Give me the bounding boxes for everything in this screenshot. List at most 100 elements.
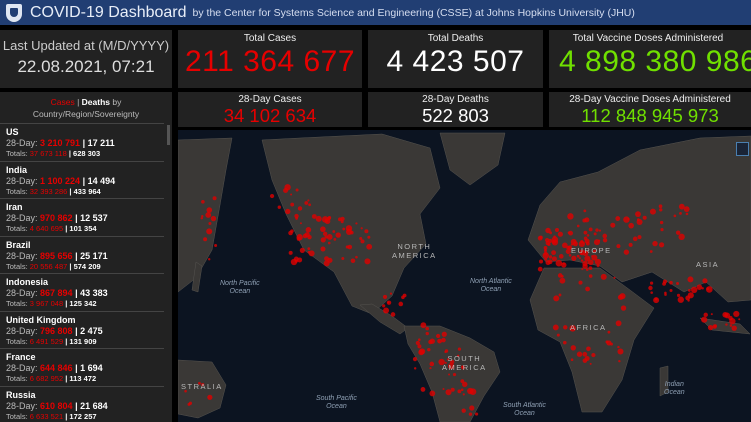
case-dot[interactable] [350,258,356,264]
legend-toggle-button[interactable] [736,142,749,156]
case-dot[interactable] [457,347,462,351]
case-dot[interactable] [462,381,468,388]
case-dot[interactable] [729,324,733,327]
case-dot[interactable] [660,228,664,232]
case-dot[interactable] [425,326,429,331]
case-dot[interactable] [706,286,713,293]
case-dot[interactable] [544,257,548,261]
case-dot[interactable] [636,218,640,221]
case-dot[interactable] [364,229,369,234]
case-dot[interactable] [324,235,328,239]
case-dot[interactable] [346,228,353,235]
case-dot[interactable] [585,268,589,271]
case-dot[interactable] [333,237,337,241]
case-dot[interactable] [308,250,315,257]
case-dot[interactable] [669,280,673,285]
case-dot[interactable] [649,281,654,285]
case-dot[interactable] [615,216,621,221]
case-dot[interactable] [304,201,309,205]
case-dot[interactable] [617,294,624,300]
case-dot[interactable] [214,243,218,247]
case-dot[interactable] [382,294,388,300]
case-dot[interactable] [547,242,551,247]
case-dot[interactable] [436,333,441,339]
case-dot[interactable] [585,286,590,292]
case-dot[interactable] [567,231,571,234]
case-dot[interactable] [617,345,620,349]
case-dot[interactable] [429,366,432,370]
case-dot[interactable] [290,202,295,207]
case-dot[interactable] [649,250,653,253]
case-dot[interactable] [437,338,443,344]
case-dot[interactable] [320,237,326,243]
case-dot[interactable] [203,237,208,242]
case-dot[interactable] [417,344,422,349]
case-dot[interactable] [389,292,393,295]
case-dot[interactable] [552,324,559,331]
case-dot[interactable] [367,235,371,239]
case-dot[interactable] [205,212,212,218]
case-dot[interactable] [738,318,741,321]
case-dot[interactable] [570,345,576,351]
country-list-item[interactable]: Brazil 28-Day: 895 656 | 25 171 Totals: … [0,235,164,274]
case-dot[interactable] [642,215,647,220]
case-dot[interactable] [627,217,630,221]
case-dot[interactable] [586,346,591,352]
case-dot[interactable] [617,348,624,355]
case-dot[interactable] [460,388,464,392]
case-dot[interactable] [420,387,426,392]
case-dot[interactable] [345,245,349,249]
case-dot[interactable] [559,277,566,284]
case-dot[interactable] [582,263,588,269]
case-dot[interactable] [710,313,713,316]
country-list-item[interactable]: United Kingdom 28-Day: 796 808 | 2 475 T… [0,310,164,349]
case-dot[interactable] [208,222,212,226]
case-dot[interactable] [578,280,583,285]
case-dot[interactable] [652,240,658,247]
case-dot[interactable] [576,224,580,228]
case-dot[interactable] [340,220,344,224]
case-dot[interactable] [563,325,568,330]
case-dot[interactable] [702,278,708,284]
case-dot[interactable] [584,217,590,223]
case-dot[interactable] [294,213,299,219]
case-dot[interactable] [561,262,567,268]
deaths-header-link[interactable]: Deaths [81,97,111,107]
case-dot[interactable] [582,358,588,363]
case-dot[interactable] [610,222,616,228]
case-dot[interactable] [669,289,673,293]
case-dot[interactable] [570,358,574,361]
case-dot[interactable] [413,367,417,370]
case-dot[interactable] [420,322,427,329]
country-list-item[interactable]: France 28-Day: 644 846 | 1 694 Totals: 6… [0,348,164,386]
case-dot[interactable] [468,412,473,416]
case-dot[interactable] [676,293,681,298]
case-dot[interactable] [288,250,293,255]
case-dot[interactable] [269,193,275,199]
case-dot[interactable] [307,199,310,202]
case-dot[interactable] [628,242,633,247]
case-dot[interactable] [587,259,594,266]
case-dot[interactable] [201,215,204,218]
case-dot[interactable] [555,228,560,233]
case-dot[interactable] [366,243,373,250]
case-dot[interactable] [589,362,592,365]
case-dot[interactable] [415,340,420,346]
case-dot[interactable] [299,222,302,225]
case-dot[interactable] [332,230,336,233]
case-dot[interactable] [678,233,685,241]
case-dot[interactable] [299,247,305,253]
case-dot[interactable] [618,359,621,363]
case-dot[interactable] [673,214,677,218]
case-dot[interactable] [712,324,717,329]
case-dot[interactable] [429,361,435,367]
case-dot[interactable] [560,275,564,278]
case-dot[interactable] [722,311,728,318]
case-dot[interactable] [188,401,193,405]
case-dot[interactable] [562,242,568,249]
case-dot[interactable] [615,320,622,327]
case-dot[interactable] [200,217,203,220]
case-dot[interactable] [474,412,479,416]
case-dot[interactable] [198,381,201,385]
case-dot[interactable] [580,252,583,255]
